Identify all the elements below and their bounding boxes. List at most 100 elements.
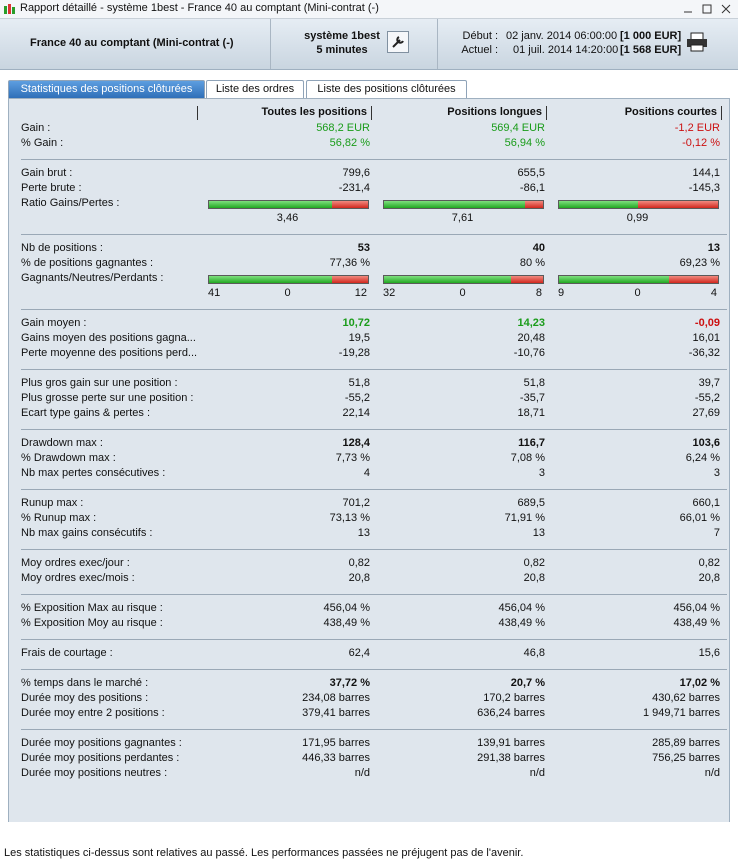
column-separator [546, 106, 547, 120]
cell-value: 103,6 [692, 437, 720, 449]
winners-part [384, 276, 512, 283]
cell-value: n/d [704, 767, 720, 779]
row-label: Plus grosse perte sur une position : [21, 392, 194, 404]
winners-count: 41 [208, 287, 221, 299]
row-label: Perte brute : [21, 182, 82, 194]
column-separator [721, 106, 722, 120]
cell-value: 660,1 [692, 497, 720, 509]
tab[interactable]: Liste des ordres [206, 80, 304, 98]
settings-button[interactable] [387, 31, 409, 53]
instrument: France 40 au comptant (Mini-contrat (-) [30, 37, 234, 49]
win-loss-bar [383, 275, 544, 284]
row-label: Runup max : [21, 497, 84, 509]
cell-value: 3 [538, 467, 545, 479]
cell-value: -10,76 [513, 347, 545, 359]
cell-value: 18,71 [517, 407, 545, 419]
cell-value: 456,04 % [323, 602, 370, 614]
cell-value: 19,5 [348, 332, 370, 344]
row-label: Gain : [21, 122, 51, 134]
cell-value: 285,89 barres [652, 737, 720, 749]
loss-part [524, 201, 543, 208]
losers-count: 12 [354, 287, 367, 299]
cell-value: 1 949,71 barres [642, 707, 720, 719]
cell-value: 7,73 % [335, 452, 370, 464]
cell-value: 689,5 [517, 497, 545, 509]
losers-part [511, 276, 543, 283]
cell-value: 22,14 [342, 407, 370, 419]
cell-value: 16,01 [692, 332, 720, 344]
divider [21, 669, 727, 670]
row-label: Durée moy positions gagnantes : [21, 737, 182, 749]
divider [21, 234, 727, 235]
cell-value: 438,49 % [323, 617, 370, 629]
start-date: 02 janv. 2014 06:00:00 [506, 30, 618, 42]
cell-value: 66,01 % [679, 512, 720, 524]
cell-value: 3 [713, 467, 720, 479]
cell-value: 10,72 [342, 317, 370, 329]
system: système 1best [304, 30, 380, 42]
divider [21, 369, 727, 370]
cell-value: 20,8 [698, 572, 720, 584]
cell-value: 4 [363, 467, 370, 479]
winners-count: 9 [558, 287, 565, 299]
tab[interactable]: Statistiques des positions clôturées [8, 80, 205, 98]
cell-value: 291,38 barres [477, 752, 545, 764]
cell-value: 20,8 [523, 572, 545, 584]
window-title: Rapport détaillé - système 1best - Franc… [20, 2, 379, 14]
row-label: Nb max gains consécutifs : [21, 527, 153, 539]
winners-count: 32 [383, 287, 396, 299]
divider [21, 309, 727, 310]
row-label: Drawdown max : [21, 437, 103, 449]
losers-part [669, 276, 718, 283]
loss-part [638, 201, 718, 208]
cell-value: n/d [354, 767, 370, 779]
cell-value: -231,4 [338, 182, 370, 194]
cell-value: 77,36 % [329, 257, 370, 269]
row-label: % temps dans le marché : [21, 677, 149, 689]
cell-value: 20,48 [517, 332, 545, 344]
cell-value: 139,91 barres [477, 737, 545, 749]
window-buttons[interactable] [680, 2, 736, 16]
cell-value: -55,2 [344, 392, 370, 404]
row-label: Durée moy positions perdantes : [21, 752, 180, 764]
stats-panel: Toutes les positions Positions longues Pos… [8, 98, 730, 824]
cell-value: 14,23 [517, 317, 545, 329]
cell-value: 13 [532, 527, 545, 539]
tab[interactable]: Liste des positions clôturées [306, 80, 467, 98]
column-header: Positions longues [447, 106, 542, 118]
cell-value: 170,2 barres [483, 692, 545, 704]
row-label: Durée moy des positions : [21, 692, 149, 704]
losers-count: 4 [710, 287, 717, 299]
title-bar: Rapport détaillé - système 1best - Franc… [0, 0, 738, 19]
cell-value: 37,72 % [329, 677, 370, 689]
cell-value: 15,6 [698, 647, 720, 659]
ratio-bar [208, 200, 369, 209]
start-capital: [1 000 EUR] [620, 30, 682, 42]
gain-part [209, 201, 333, 208]
ratio-value: 3,46 [276, 212, 299, 224]
divider [21, 639, 727, 640]
ratio-value: 0,99 [626, 212, 649, 224]
print-button[interactable] [686, 32, 708, 52]
cell-value: n/d [529, 767, 545, 779]
cell-value: 7,08 % [510, 452, 545, 464]
cell-value: 701,2 [342, 497, 370, 509]
cell-value: -19,28 [338, 347, 370, 359]
ratio-value: 7,61 [451, 212, 474, 224]
end-label: Actuel : [461, 44, 498, 56]
winners-part [559, 276, 670, 283]
gain-part [559, 201, 639, 208]
neutral-count: 0 [459, 287, 466, 299]
cell-value: 379,41 barres [302, 707, 370, 719]
cell-value: -86,1 [519, 182, 545, 194]
losers-part [332, 276, 368, 283]
cell-value: 171,95 barres [302, 737, 370, 749]
cell-value: 234,08 barres [302, 692, 370, 704]
row-label: Ratio Gains/Pertes : [21, 197, 120, 209]
cell-value: -55,2 [694, 392, 720, 404]
row-label: Nb max pertes consécutives : [21, 467, 166, 479]
row-label: Plus gros gain sur une position : [21, 377, 178, 389]
cell-value: 144,1 [692, 167, 720, 179]
column-separator [371, 106, 372, 120]
